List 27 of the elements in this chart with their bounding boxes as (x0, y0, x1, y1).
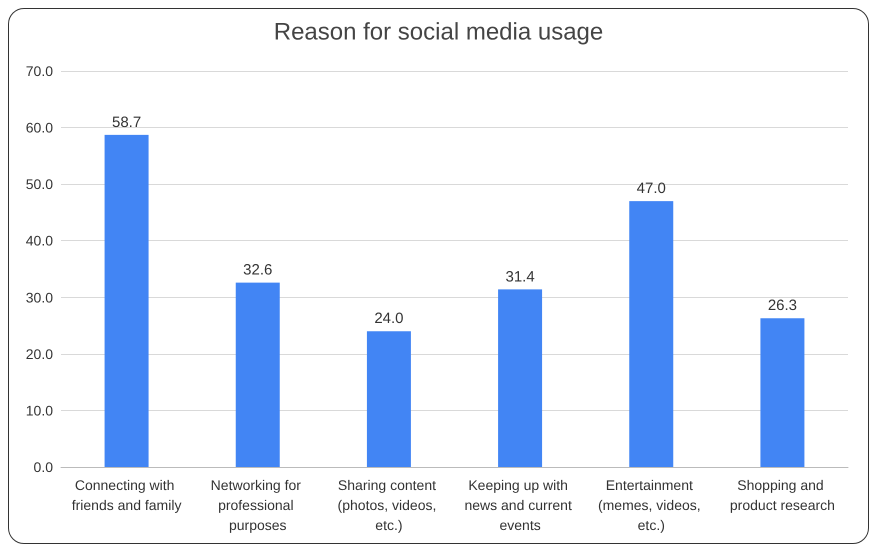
x-tick-label: Connecting with friends and family (72, 477, 182, 513)
data-label: 58.7 (112, 114, 142, 131)
data-label: 26.3 (768, 297, 798, 314)
data-label: 47.0 (636, 180, 666, 198)
bar (498, 289, 542, 467)
bar (629, 201, 674, 467)
bar (760, 318, 804, 467)
chart-title: Reason for social media usage (274, 18, 604, 46)
y-tick-label: 70.0 (26, 63, 54, 79)
y-tick-label: 50.0 (26, 176, 54, 192)
x-tick-label: Sharing content (photos, videos, etc.) (338, 477, 440, 533)
y-tick-label: 30.0 (26, 289, 54, 306)
data-label: 31.4 (505, 268, 535, 286)
y-tick-label: 60.0 (26, 120, 54, 136)
data-label: 32.6 (243, 262, 272, 279)
x-tick-label: Keeping up with news and current events (464, 477, 576, 533)
x-tick-label: Entertainment (memes, videos, etc.) (598, 477, 705, 533)
bar (236, 282, 280, 467)
y-tick-label: 10.0 (26, 402, 54, 418)
y-tick-label: 20.0 (26, 346, 54, 362)
data-label: 24.0 (374, 310, 404, 328)
bar (366, 331, 411, 467)
y-tick-label: 40.0 (26, 232, 54, 249)
x-tick-label: Shopping and product research (730, 477, 835, 513)
bar (104, 134, 149, 467)
x-tick-label: Networking for professional purposes (210, 477, 305, 533)
y-tick-label: 0.0 (34, 459, 54, 475)
